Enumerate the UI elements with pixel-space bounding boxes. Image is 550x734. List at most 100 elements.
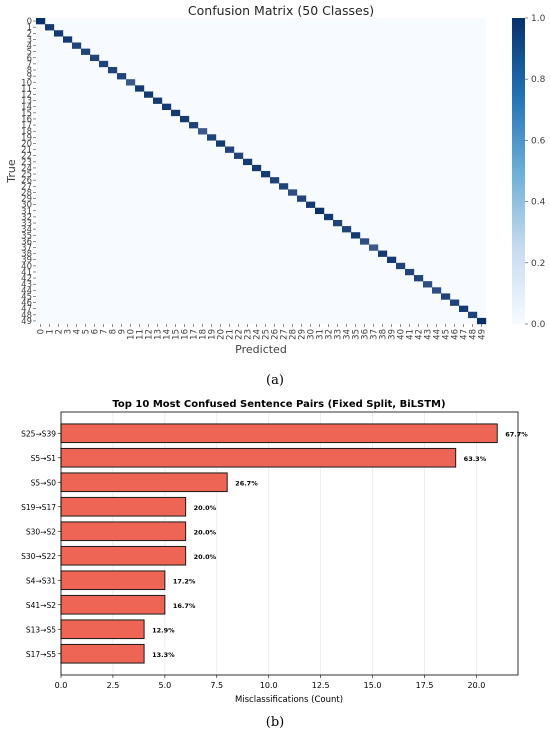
diagonal-cell <box>90 54 100 62</box>
y-tick-label: 35 <box>21 231 32 241</box>
y-tick-label: 42 <box>21 274 32 284</box>
diagonal-cell <box>225 146 235 153</box>
bar-value-label: 17.2% <box>173 577 196 585</box>
y-tick-label: 28 <box>21 188 32 198</box>
bar-value-label: 67.7% <box>505 430 528 438</box>
y-tick-label: 38 <box>21 250 32 260</box>
y-axis-label: True <box>5 159 18 184</box>
y-tick-label: 21 <box>21 146 32 156</box>
x-tick-label: 14 <box>163 329 173 340</box>
diagonal-cell <box>297 195 307 202</box>
x-tick-label: 37 <box>370 329 380 340</box>
bar-value-label: 16.7% <box>173 602 196 610</box>
diagonal-cell <box>432 287 442 294</box>
y-tick-label: 46 <box>21 299 32 309</box>
y-tick-label: 39 <box>21 256 32 266</box>
chart-title: Confusion Matrix (50 Classes) <box>188 3 374 18</box>
value-labels: 67.7% 63.3% 26.7% 20.0% 20.0% 20.0% 17.2% 16.7%… <box>152 430 528 659</box>
x-tick-label: 23 <box>244 329 254 340</box>
x-tick-label: 2.5 <box>107 681 120 690</box>
x-tick-label: 13 <box>154 329 164 340</box>
x-tick-label: 46 <box>451 329 461 340</box>
y-tick-label: 27 <box>21 182 32 192</box>
x-tick-label: 11 <box>136 329 146 340</box>
diagonal-cell <box>243 158 253 166</box>
diagonal-cell <box>162 103 172 110</box>
x-tick-label: 22 <box>235 329 245 340</box>
diagonal-cell <box>360 238 370 245</box>
x-tick-label: 48 <box>469 329 479 340</box>
category-label: S19→S17 <box>21 503 56 512</box>
bar <box>60 570 166 591</box>
y-tick-label: 16 <box>21 115 32 125</box>
diagonal-cell <box>144 91 154 98</box>
y-tick-label: 25 <box>21 170 32 180</box>
x-tick-label: 36 <box>361 329 371 340</box>
x-tick-label: 5 <box>82 329 92 334</box>
colorbar-tick-label: 0.2 <box>531 259 545 269</box>
x-tick-label: 3 <box>64 329 74 334</box>
diagonal-cell <box>261 171 271 178</box>
y-tick-label: 13 <box>21 97 32 107</box>
colorbar-tick-label: 0.0 <box>531 320 546 330</box>
diagonal-cell <box>396 262 406 270</box>
y-tick-label: 48 <box>21 311 32 321</box>
y-tick-label: 29 <box>21 195 32 205</box>
x-tick-label: 26 <box>271 329 281 340</box>
colorbar-tick-label: 1.0 <box>531 14 546 24</box>
y-tick-label: 1 <box>27 23 32 33</box>
diagonal-cell <box>450 299 460 306</box>
diagonal-cell <box>99 60 109 68</box>
x-tick-label: 21 <box>226 329 236 340</box>
y-tick-label: 36 <box>21 237 32 247</box>
diagonal-cell <box>117 73 127 80</box>
y-tick-label: 49 <box>21 317 32 327</box>
diagonal-cell <box>423 281 433 288</box>
x-tick-label: 44 <box>433 329 443 340</box>
bar <box>60 594 166 615</box>
bar <box>60 423 498 444</box>
y-tick-label: 40 <box>21 262 32 272</box>
x-tick-label: 0.0 <box>55 681 68 690</box>
y-tick-label: 31 <box>21 207 32 217</box>
y-tick-label: 24 <box>21 164 32 174</box>
bar <box>60 472 228 493</box>
diagonal-cell <box>414 275 424 282</box>
figure-caption-a: (a) <box>266 373 284 388</box>
x-tick-label: 16 <box>181 329 191 340</box>
diagonal-cell <box>180 115 190 123</box>
y-tick-label: 8 <box>27 66 32 76</box>
diagonal-cell <box>135 85 145 92</box>
x-tick-label: 5.0 <box>158 681 171 690</box>
plot-frame <box>60 411 519 676</box>
diagonal-cell <box>189 122 199 129</box>
x-tick-label: 10 <box>127 329 137 340</box>
x-tick-label: 40 <box>397 329 407 340</box>
x-tick-label: 33 <box>334 329 344 340</box>
x-tick-label: 4 <box>73 329 83 334</box>
diagonal-cell <box>63 36 73 43</box>
bar-value-label: 63.3% <box>464 455 487 463</box>
y-tick-label: 10 <box>21 78 32 88</box>
y-tick-label: 6 <box>27 54 32 64</box>
diagonal-cell <box>288 189 298 196</box>
diagonal-cell <box>324 213 334 221</box>
diagonal-cell <box>342 226 352 233</box>
category-label: S25→S39 <box>21 429 56 438</box>
y-tick-label: 0 <box>27 17 32 27</box>
diagonal-cell <box>252 164 262 172</box>
colorbar <box>512 18 525 324</box>
y-tick-label: 22 <box>21 152 32 162</box>
x-tick-label: 30 <box>307 329 317 340</box>
x-tick-label: 27 <box>280 329 290 340</box>
category-labels: S25→S39 S5→S1 S5→S0 S19→S17 S30→S2 S30→S22 S4→… <box>21 429 61 659</box>
diagonal-cell <box>369 244 379 251</box>
x-tick-label: 24 <box>253 329 263 340</box>
colorbar-tick-label: 0.6 <box>531 136 546 146</box>
y-tick-label: 3 <box>27 35 32 45</box>
diagonal-cell <box>315 207 325 215</box>
diagonal-cell <box>477 317 487 325</box>
diagonal-cell <box>72 42 82 49</box>
